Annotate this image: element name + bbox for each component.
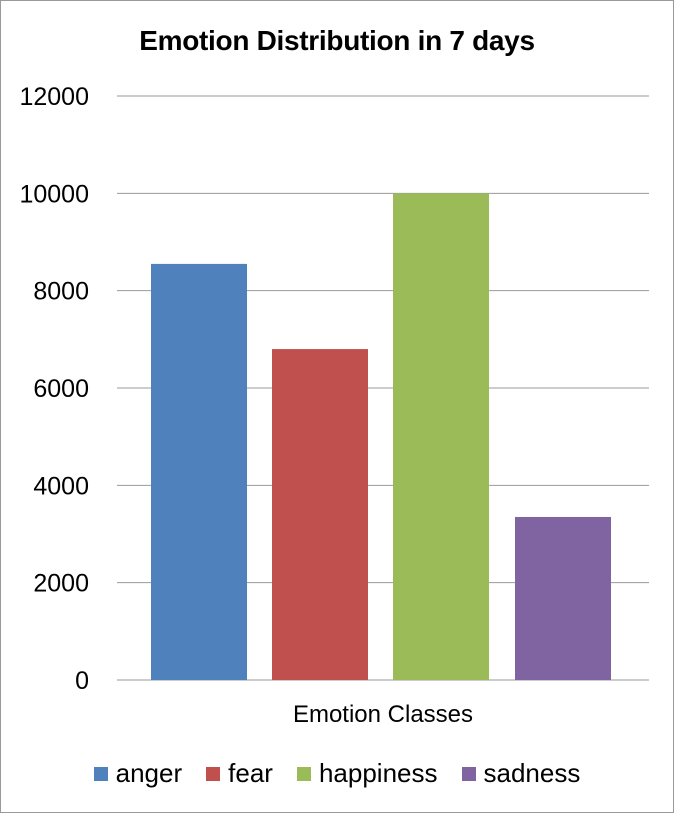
y-tick-label: 12000 <box>19 83 89 111</box>
bar-anger <box>151 263 247 680</box>
y-tick-label: 2000 <box>33 570 89 598</box>
bar-happiness <box>393 193 489 681</box>
legend-swatch-sadness <box>461 766 476 781</box>
y-tick-label: 0 <box>75 667 89 695</box>
legend-item-happiness: happiness <box>296 758 438 789</box>
legend-label: sadness <box>483 758 581 788</box>
chart-title: Emotion Distribution in 7 days <box>139 25 535 56</box>
legend-item-fear: fear <box>206 758 273 789</box>
legend-swatch-happiness <box>296 766 311 781</box>
bar-sadness <box>515 516 611 680</box>
legend: anger fear happiness sadness <box>1 758 673 789</box>
y-tick-label: 6000 <box>33 375 89 403</box>
legend-swatch-fear <box>206 766 221 781</box>
x-axis-title: Emotion Classes <box>292 701 474 728</box>
bar-fear <box>272 349 368 680</box>
legend-item-anger: anger <box>93 758 183 789</box>
y-tick-label: 8000 <box>33 278 89 306</box>
legend-swatch-anger <box>93 766 108 781</box>
y-tick-label: 4000 <box>33 472 89 500</box>
legend-label: happiness <box>318 758 438 788</box>
legend-item-sadness: sadness <box>461 758 581 789</box>
legend-label: fear <box>228 758 273 788</box>
y-tick-label: 10000 <box>19 180 89 208</box>
legend-label: anger <box>115 758 183 788</box>
